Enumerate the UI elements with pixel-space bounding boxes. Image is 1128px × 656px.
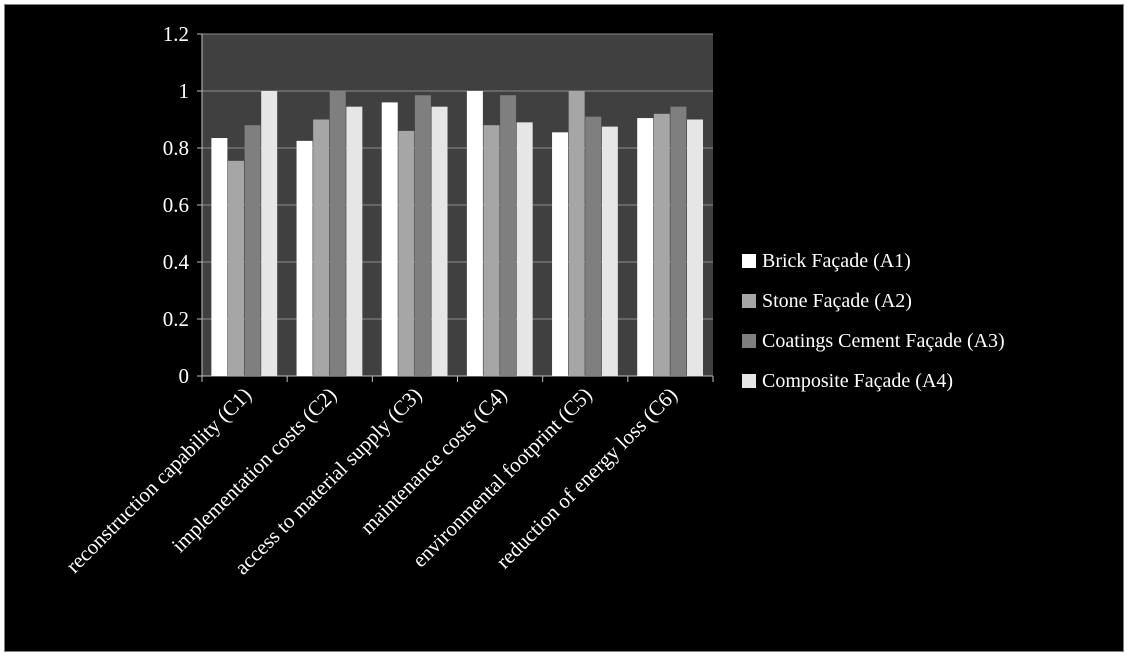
x-tick-label: environmental footprint (C5) <box>407 383 596 572</box>
bar-2-5 <box>568 91 585 376</box>
x-tick-label: reduction of energy loss (C6) <box>491 383 682 574</box>
bar-3-3 <box>414 95 431 377</box>
bar-1-5 <box>552 132 569 376</box>
bar-4-3 <box>431 106 448 377</box>
bar-4-6 <box>687 119 704 376</box>
x-tick-label: implementation costs (C2) <box>167 383 342 558</box>
bar-2-1 <box>227 160 244 376</box>
legend-label: Stone Façade (A2) <box>762 289 912 312</box>
bar-3-1 <box>244 125 261 376</box>
legend-swatch <box>742 294 756 308</box>
bar-4-1 <box>261 91 278 376</box>
bar-2-3 <box>398 130 415 376</box>
bar-4-5 <box>601 126 618 376</box>
bar-2-6 <box>653 113 670 377</box>
bar-3-4 <box>500 95 517 377</box>
legend-swatch <box>742 334 756 348</box>
bar-3-5 <box>585 116 602 377</box>
legend-item: Stone Façade (A2) <box>742 281 1005 321</box>
bar-1-1 <box>211 138 228 376</box>
y-tick-label: 0.8 <box>163 136 189 160</box>
y-tick-label: 1.2 <box>163 22 189 46</box>
legend-label: Coatings Cement Façade (A3) <box>762 329 1005 352</box>
chart-frame: 0 0.2 0.4 0.6 0.8 1 1.2 reconstruction capabili… <box>4 4 1124 652</box>
y-tick-label: 0.4 <box>163 250 190 274</box>
bar-4-4 <box>516 122 533 376</box>
bar-4-2 <box>346 106 363 377</box>
legend-swatch <box>742 254 756 268</box>
bar-3-2 <box>329 91 346 376</box>
y-tick-label: 1 <box>179 79 190 103</box>
legend-item: Brick Façade (A1) <box>742 241 1005 281</box>
bar-2-2 <box>313 119 330 376</box>
y-tick-label: 0.2 <box>163 307 189 331</box>
legend-item: Coatings Cement Façade (A3) <box>742 321 1005 361</box>
bar-1-6 <box>637 118 654 376</box>
legend-label: Composite Façade (A4) <box>762 369 954 392</box>
legend-item: Composite Façade (A4) <box>742 361 1005 401</box>
x-tick-label: maintenance costs (C4) <box>355 383 511 539</box>
legend-label: Brick Façade (A1) <box>762 249 911 272</box>
bar-2-4 <box>483 125 500 376</box>
bar-1-4 <box>466 91 483 376</box>
y-tick-label: 0.6 <box>163 193 189 217</box>
legend-swatch <box>742 374 756 388</box>
legend: Brick Façade (A1) Stone Façade (A2) Coatin… <box>742 241 1005 401</box>
y-tick-label: 0 <box>179 364 190 388</box>
bar-1-3 <box>381 102 398 377</box>
bar-1-2 <box>296 140 313 376</box>
bar-3-6 <box>670 106 687 377</box>
